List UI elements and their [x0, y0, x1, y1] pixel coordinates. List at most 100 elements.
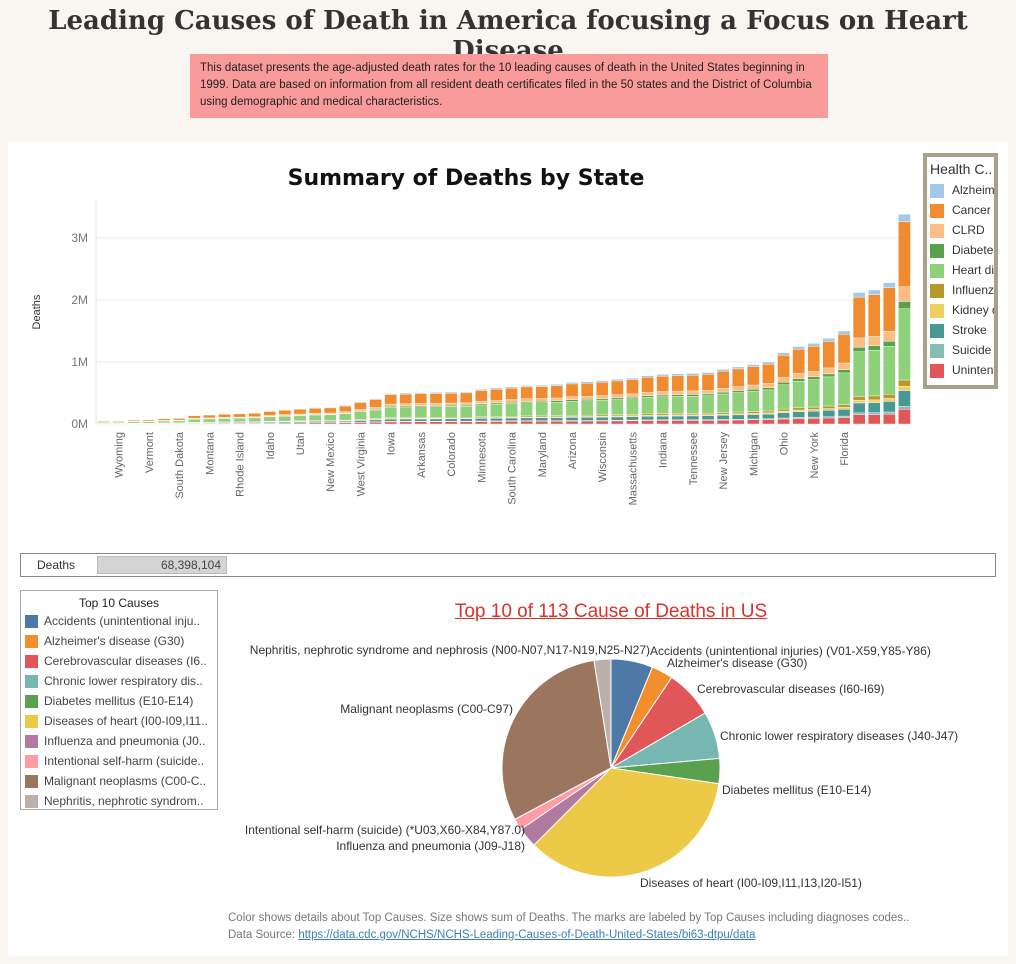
legend-label: Influenza — [952, 283, 998, 297]
x-tick-label: Arkansas — [416, 432, 428, 478]
pie-slice-label: Diseases of heart (I00-I09,I11,I13,I20-I… — [640, 876, 862, 890]
legend-swatch — [25, 755, 38, 768]
y-tick-label: 2M — [71, 293, 88, 307]
bar-segment — [293, 408, 307, 410]
health-category-legend[interactable]: Health C.. Alzheimer's Cancer CLRD Diabetes… — [923, 153, 998, 389]
top-causes-legend-item[interactable]: Cerebrovascular diseases (I6.. — [25, 653, 217, 671]
legend-swatch — [25, 695, 38, 708]
pie-slice-label: Influenza and pneumonia (J09-J18) — [336, 839, 525, 853]
bar-segment — [414, 392, 428, 395]
x-tick-label: Iowa — [386, 431, 398, 455]
bar-segment — [535, 385, 549, 387]
legend-label: Stroke — [952, 323, 987, 337]
bar-segment — [671, 373, 685, 376]
y-tick-label: 3M — [71, 231, 88, 245]
y-tick-label: 1M — [71, 355, 88, 369]
bar-segment — [611, 379, 624, 382]
bar-segment — [580, 381, 594, 384]
bar-segment — [868, 289, 881, 295]
legend-swatch — [25, 675, 38, 688]
x-tick-label: Vermont — [144, 432, 156, 473]
bar-segment — [762, 361, 775, 365]
legend-swatch — [930, 224, 944, 238]
bar-segment — [807, 343, 821, 347]
top-causes-legend-item[interactable]: Accidents (unintentional inju.. — [25, 613, 217, 631]
bar-segment — [565, 382, 579, 385]
legend-swatch — [25, 655, 38, 668]
top-causes-legend-item[interactable]: Diseases of heart (I00-I09,I11.. — [25, 713, 217, 731]
pie-slice — [533, 767, 720, 878]
top-causes-legend-item[interactable]: Influenza and pneumonia (J0.. — [25, 733, 217, 751]
bar-segment — [520, 385, 533, 387]
legend-swatch — [930, 284, 944, 298]
deaths-label: Deaths — [37, 558, 76, 572]
legend-swatch — [930, 204, 944, 218]
legend-label: Nephritis, nephrotic syndrom.. — [44, 794, 204, 808]
legend-label: Unintentional injuries — [952, 363, 997, 377]
legend-label: Intentional self-harm (suicide.. — [44, 754, 205, 768]
legend-swatch — [930, 324, 944, 338]
y-tick-label: 0M — [71, 417, 88, 431]
deaths-total-box: Deaths 68,398,104 — [20, 553, 996, 577]
bar-segment — [898, 214, 911, 222]
pie-slice-label: Diabetes mellitus (E10-E14) — [722, 783, 871, 797]
pie-slice-label: Alzheimer's disease (G30) — [667, 656, 807, 670]
x-tick-label: New York — [809, 432, 821, 479]
bar-segment — [732, 366, 745, 370]
legend-title: Top 10 Causes — [78, 596, 160, 610]
x-tick-label: Wisconsin — [597, 432, 609, 482]
top-causes-legend[interactable]: Top 10 Causes Accidents (unintentional i… — [20, 590, 218, 810]
legend-swatch — [930, 344, 944, 358]
legend-label: Alzheimer's — [952, 183, 995, 197]
x-tick-label: Michigan — [748, 432, 760, 476]
bar-segment — [822, 338, 836, 342]
bar-segment — [399, 392, 413, 395]
pie-slice-label: Nephritis, nephrotic syndrome and nephro… — [250, 643, 650, 657]
bar-segment — [354, 401, 367, 403]
bar-segment — [837, 330, 851, 335]
x-tick-label: South Carolina — [507, 431, 519, 505]
top-causes-legend-item[interactable]: Nephritis, nephrotic syndrom.. — [25, 793, 217, 809]
legend-label: Kidney disease — [952, 303, 994, 317]
bar-segment — [429, 392, 443, 394]
legend-label: Cancer — [952, 203, 991, 217]
legend-label: Diseases of heart (I00-I09,I11.. — [44, 714, 208, 728]
top-causes-legend-item[interactable]: Diabetes mellitus (E10-E14) — [25, 693, 217, 711]
bar-segment — [747, 364, 760, 367]
bar-segment — [550, 384, 564, 386]
legend-swatch — [25, 775, 38, 788]
pie-slice — [501, 659, 612, 820]
x-tick-label: West Virginia — [355, 431, 367, 496]
legend-swatch — [25, 735, 38, 748]
legend-title: Health C.. — [930, 161, 993, 177]
legend-swatch — [930, 304, 944, 318]
x-tick-label: Wyoming — [114, 432, 126, 478]
legend-swatch — [930, 244, 944, 258]
legend-swatch — [930, 264, 944, 278]
bar-segment — [384, 393, 397, 395]
bar-segment — [460, 391, 473, 394]
legend-label: CLRD — [952, 223, 985, 237]
legend-label: Diabetes mellitus (E10-E14) — [44, 694, 194, 708]
x-tick-label: New Jersey — [718, 432, 730, 490]
x-tick-label: Ohio — [779, 432, 791, 455]
top-causes-legend-item[interactable]: Intentional self-harm (suicide.. — [25, 753, 217, 771]
data-source-link[interactable]: https://data.cdc.gov/NCHS/NCHS-Leading-C… — [298, 929, 756, 941]
bar-segment — [505, 386, 518, 389]
legend-swatch — [25, 795, 38, 808]
bar-segment — [444, 391, 458, 394]
top-causes-legend-item[interactable]: Chronic lower respiratory dis.. — [25, 673, 217, 691]
dashboard-panel — [8, 142, 1008, 956]
intro-box: This dataset presents the age-adjusted d… — [190, 54, 828, 118]
bar-segment — [339, 405, 352, 407]
pie-slice-label: Chronic lower respiratory diseases (J40-… — [720, 729, 958, 743]
legend-label: Cerebrovascular diseases (I6.. — [44, 654, 207, 668]
bar-segment — [278, 409, 292, 411]
top-causes-legend-item[interactable]: Alzheimer's disease (G30) — [25, 633, 217, 651]
bar-segment — [369, 398, 382, 400]
bar-segment — [324, 407, 337, 409]
pie-slice-label: Malignant neoplasms (C00-C97) — [340, 702, 513, 716]
top-causes-legend-item[interactable]: Malignant neoplasms (C00-C.. — [25, 773, 217, 791]
